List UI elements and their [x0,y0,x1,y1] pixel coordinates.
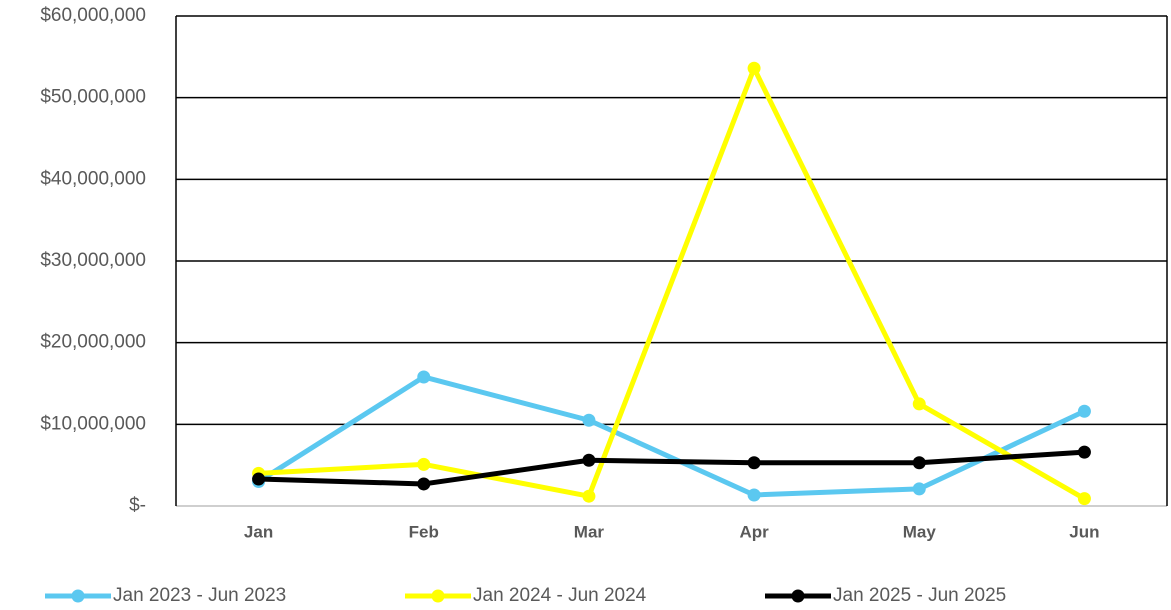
point [747,488,761,502]
point [252,472,266,486]
series-line [257,374,1086,498]
point [417,370,431,384]
x-tick-label: Mar [574,522,605,541]
point [912,397,926,411]
legend-marker [791,589,805,603]
point [582,453,596,467]
x-tick-label: Jun [1069,522,1099,541]
y-tick-label: $40,000,000 [40,168,146,189]
point [582,489,596,503]
legend-marker [71,589,85,603]
y-tick-label: $- [129,495,146,516]
legend-label: Jan 2024 - Jun 2024 [473,585,647,606]
series-line [258,449,1085,487]
y-tick-label: $60,000,000 [40,5,146,26]
x-tick-label: Feb [409,522,439,541]
y-tick-label: $50,000,000 [40,87,146,108]
y-tick-label: $10,000,000 [40,413,146,434]
point [582,413,596,427]
legend-label: Jan 2023 - Jun 2023 [113,585,286,606]
point [1077,445,1091,459]
point [912,456,926,470]
point [417,457,431,471]
point [912,482,926,496]
legend-marker [431,589,445,603]
point [747,456,761,470]
point [417,477,431,491]
point [747,61,761,75]
point [1077,404,1091,418]
point [1077,492,1091,506]
series-line [258,65,1086,501]
x-tick-label: Apr [739,522,769,541]
legend-label: Jan 2025 - Jun 2025 [833,585,1006,606]
x-tick-label: May [903,522,937,541]
x-tick-label: Jan [244,522,273,541]
y-tick-label: $30,000,000 [40,250,146,271]
y-tick-label: $20,000,000 [40,332,146,353]
